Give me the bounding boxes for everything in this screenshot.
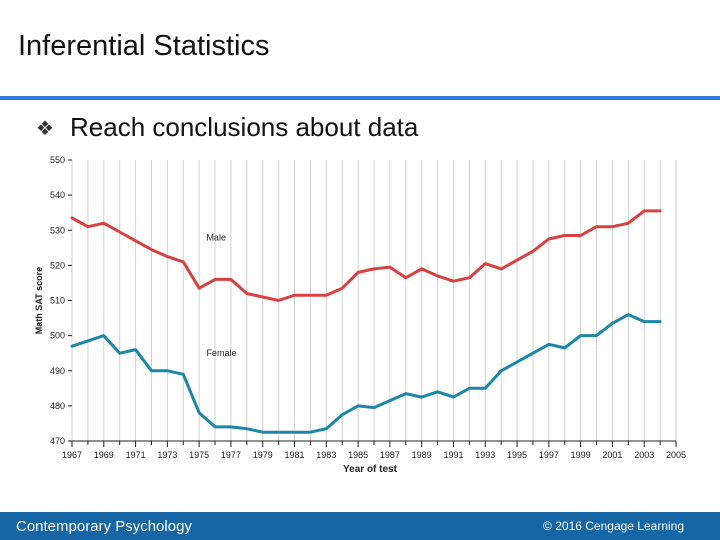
x-axis-label: Year of test: [343, 464, 398, 475]
y-tick-label-500: 500: [50, 331, 65, 341]
x-tick-label-2001: 2001: [602, 450, 622, 460]
y-tick-label-470: 470: [50, 436, 65, 446]
x-tick-label-1993: 1993: [475, 450, 495, 460]
y-tick-label-540: 540: [50, 190, 65, 200]
y-tick-label-480: 480: [50, 401, 65, 411]
x-tick-label-1967: 1967: [62, 450, 82, 460]
y-tick-label-520: 520: [50, 260, 65, 270]
x-tick-label-1997: 1997: [539, 450, 559, 460]
diamond-bullet-icon: ❖: [36, 115, 54, 140]
y-tick-label-490: 490: [50, 366, 65, 376]
x-tick-label-1971: 1971: [126, 450, 146, 460]
y-tick-label-550: 550: [50, 155, 65, 165]
slide-title: Inferential Statistics: [18, 30, 270, 62]
footer-course-title: Contemporary Psychology: [16, 518, 192, 535]
series-line-female: [70, 313, 662, 434]
sat-line-chart: 1967 1969 1971 1973 1975 1977 1979 1981 1983 1985…: [0, 148, 720, 478]
x-tick-label-1999: 1999: [571, 450, 591, 460]
x-tick-label-1969: 1969: [94, 450, 114, 460]
y-tick-label-530: 530: [50, 225, 65, 235]
title-divider: [0, 96, 720, 100]
x-tick-label-1987: 1987: [380, 450, 400, 460]
footer-copyright: © 2016 Cengage Learning: [543, 519, 684, 533]
bullet-item: ❖ Reach conclusions about data: [36, 112, 418, 143]
x-tick-label-1989: 1989: [412, 450, 432, 460]
x-tick-label-1979: 1979: [253, 450, 273, 460]
x-tick-label-1991: 1991: [443, 450, 463, 460]
x-tick-label-1975: 1975: [189, 450, 209, 460]
x-tick-label-1977: 1977: [221, 450, 241, 460]
y-axis-label: Math SAT score: [34, 267, 44, 334]
bullet-text: Reach conclusions about data: [70, 112, 419, 142]
series-line-male: [70, 209, 662, 302]
x-tick-label-1985: 1985: [348, 450, 368, 460]
x-tick-label-1983: 1983: [316, 450, 336, 460]
y-tick-label-510: 510: [50, 296, 65, 306]
x-tick-label-1973: 1973: [157, 450, 177, 460]
series-label-female: Female: [206, 348, 236, 358]
chart-svg: 1967 1969 1971 1973 1975 1977 1979 1981 1983 1985…: [34, 155, 686, 475]
series-label-male: Male: [206, 232, 226, 242]
x-tick-label-1995: 1995: [507, 450, 527, 460]
x-tick-label-2003: 2003: [634, 450, 654, 460]
x-tick-label-1981: 1981: [285, 450, 305, 460]
footer-bar: Contemporary Psychology © 2016 Cengage L…: [0, 512, 720, 540]
x-tick-label-2005: 2005: [666, 450, 686, 460]
